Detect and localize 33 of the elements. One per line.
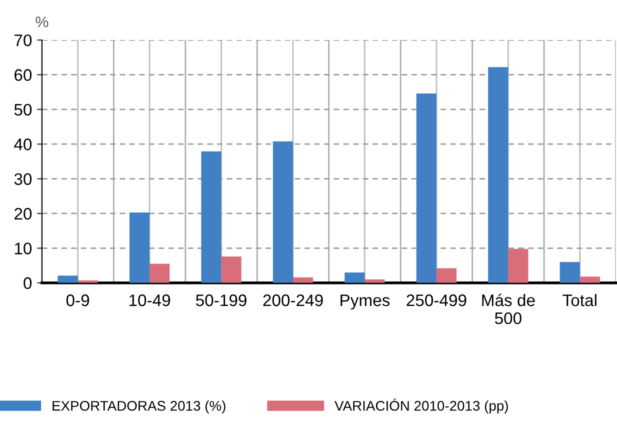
y-tick-label: 50 — [14, 104, 32, 116]
x-tick-label: 50-199 — [196, 294, 246, 306]
bar — [150, 264, 170, 283]
x-tick-label: 200-249 — [263, 294, 323, 306]
bar — [344, 272, 365, 283]
legend-label: VARIACIÓN 2010-2013 (pp) — [334, 398, 508, 414]
y-tick-label: 30 — [14, 173, 32, 185]
x-tick-label: Pymes — [340, 294, 390, 310]
bar — [272, 141, 293, 283]
legend-label: EXPORTADORAS 2013 (%) — [52, 400, 226, 414]
bar — [580, 276, 600, 283]
bar — [221, 256, 242, 283]
y-tick-label: 20 — [14, 208, 32, 220]
x-tick-label: 10-49 — [130, 294, 170, 306]
y-tick-label: 70 — [14, 34, 32, 46]
y-tick-label: 40 — [14, 138, 32, 150]
bar — [436, 268, 457, 283]
bar — [416, 93, 436, 283]
bar — [560, 262, 580, 283]
bar — [293, 277, 314, 283]
y-tick-label: 10 — [14, 242, 32, 254]
y-tick-label: 60 — [14, 69, 32, 81]
x-tick-label: Total — [562, 294, 596, 306]
bar — [508, 248, 528, 283]
bar — [488, 67, 508, 283]
y-axis-title: % — [36, 16, 48, 28]
x-tick-label: 0-9 — [66, 294, 90, 306]
y-tick-label: 0 — [24, 277, 32, 290]
x-tick-label: 250-499 — [406, 294, 466, 306]
bar — [201, 151, 222, 283]
bar — [58, 276, 78, 283]
x-tick-label: Más de 500 — [482, 294, 535, 324]
bar — [129, 212, 150, 283]
